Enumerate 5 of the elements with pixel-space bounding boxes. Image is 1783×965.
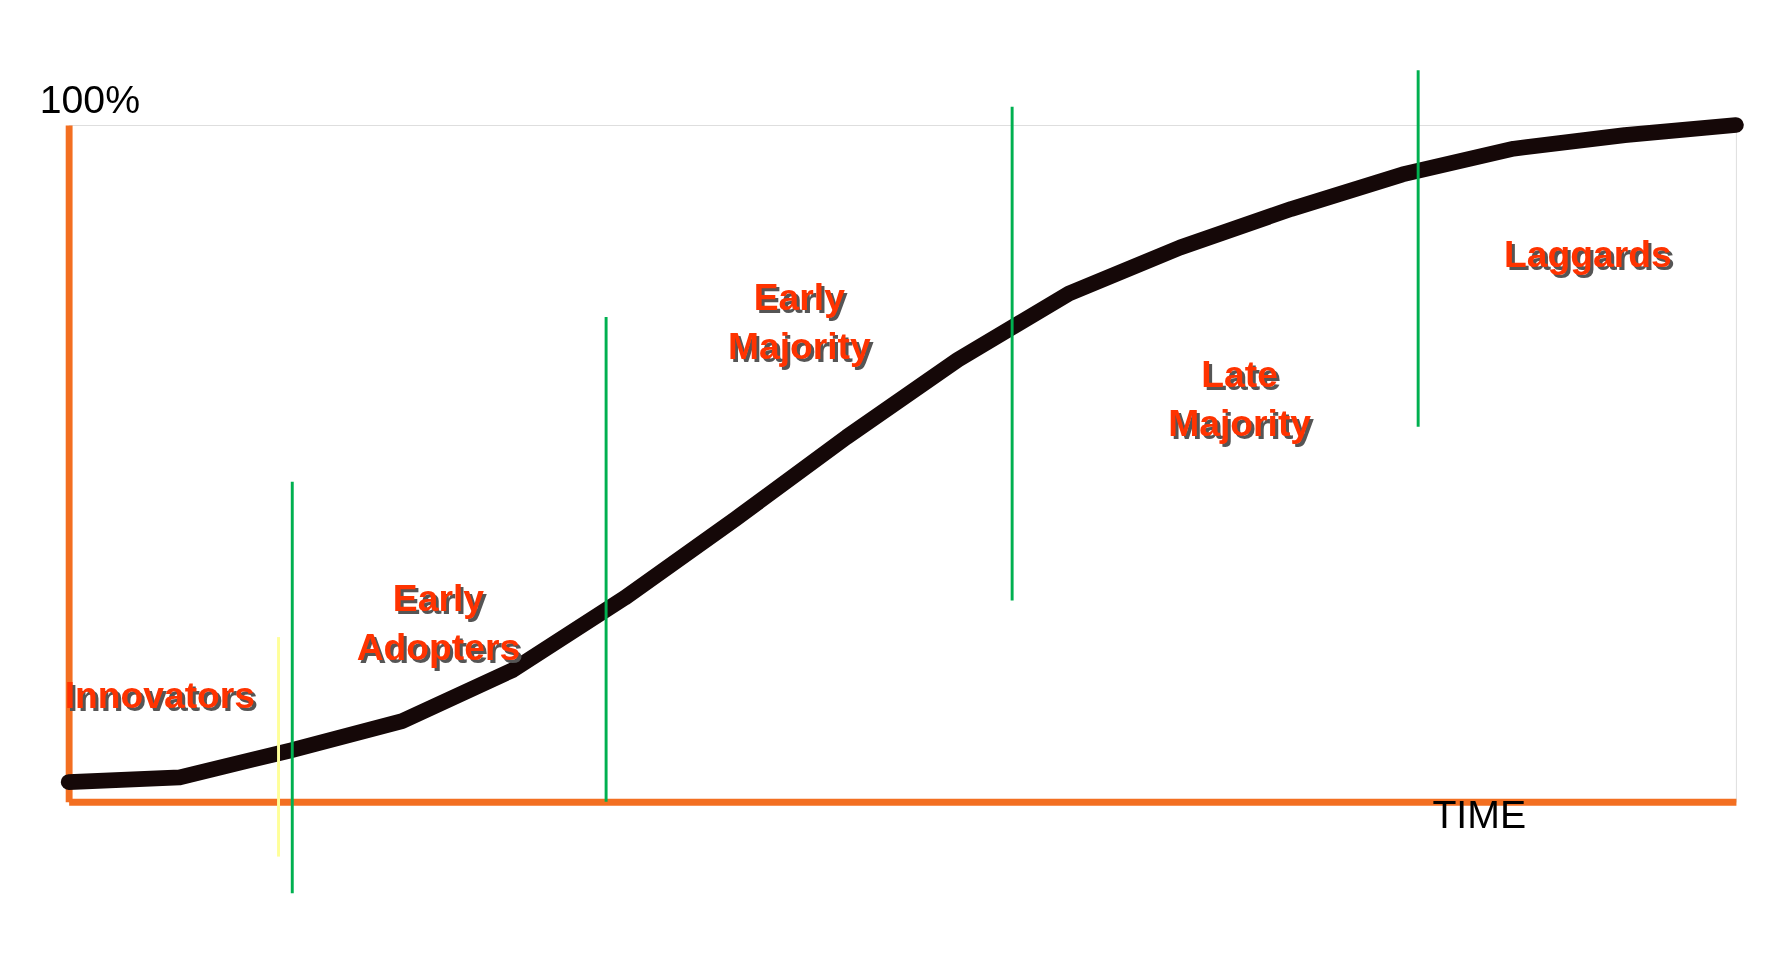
- y-axis-title: 100%: [39, 76, 141, 121]
- annotation: Early Adopters: [359, 580, 524, 672]
- annotation: Early Majority: [730, 279, 874, 371]
- annotation: Late Majority: [1171, 356, 1315, 448]
- annotation: Laggards: [1506, 236, 1675, 279]
